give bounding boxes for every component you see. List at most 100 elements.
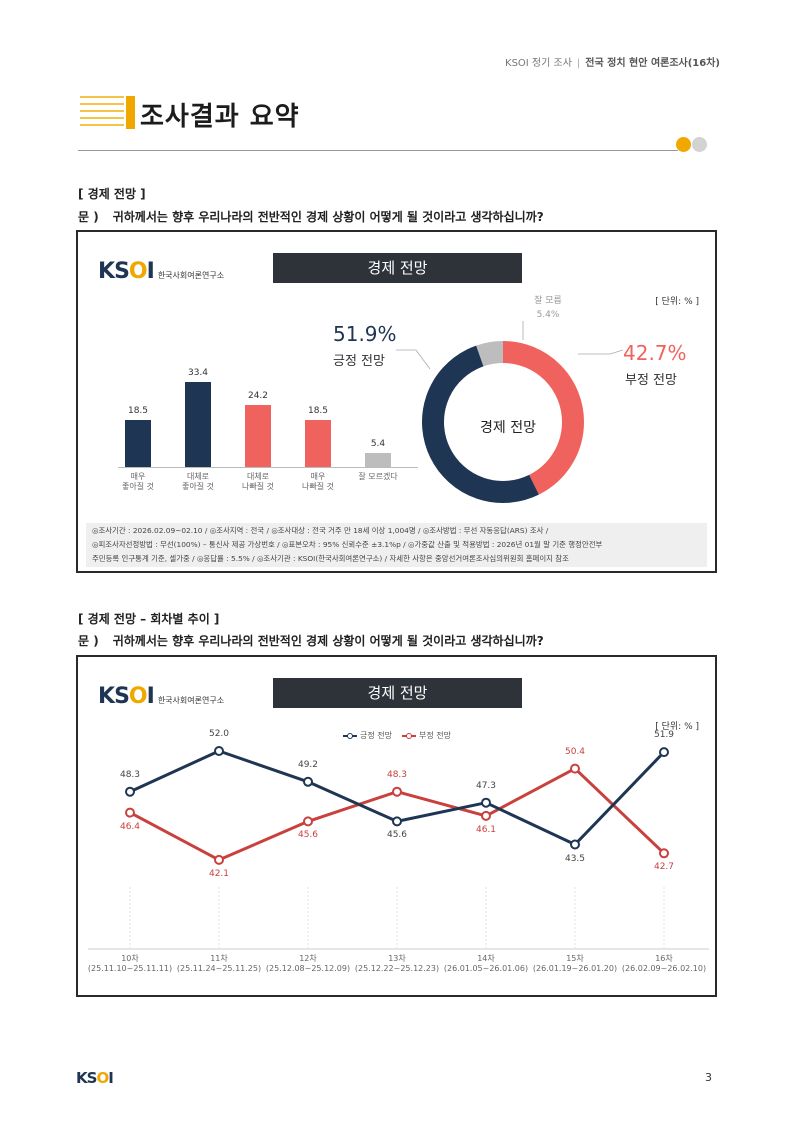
survey-methodology-note: ◎조사기간 : 2026.02.09~02.10 / ◎조사지역 : 전국 / … (86, 523, 707, 567)
donut-chart (422, 341, 584, 503)
bar-category-label: 대체로 좋아질 것 (182, 472, 214, 491)
bar-value-label: 24.2 (247, 391, 269, 402)
bar (185, 382, 211, 467)
page-title: 조사결과 요약 (140, 102, 300, 132)
dont-know-label: 잘 모름 5.4% (534, 296, 562, 320)
donut-center-label: 경제 전망 (480, 420, 536, 436)
series-point (214, 746, 224, 756)
logo-org-name: 한국사회여론연구소 (157, 271, 225, 280)
point-value-label: 42.1 (208, 868, 230, 879)
point-value-label: 46.4 (119, 821, 141, 832)
bar (365, 453, 391, 467)
donut-slice (422, 341, 584, 503)
logo-mark: KSOI (76, 1069, 114, 1087)
series-point (392, 786, 402, 797)
series-point (481, 797, 491, 808)
point-value-label: 50.4 (564, 746, 586, 757)
bar (245, 405, 271, 467)
bar-value-label: 5.4 (370, 439, 386, 450)
logo-mark: KSOI (98, 684, 155, 709)
unit-label: [ 단위: % ] (655, 722, 699, 732)
bar-value-label: 18.5 (307, 405, 329, 416)
question-text: 귀하께서는 향후 우리나라의 전반적인 경제 상황이 어떻게 될 것이라고 생각… (112, 634, 544, 648)
series-point (214, 854, 224, 865)
logo-org-name: 한국사회여론연구소 (157, 696, 225, 705)
leader-lines (396, 321, 624, 370)
positive-label: 긍정 전망 (333, 354, 385, 369)
point-value-label: 49.2 (297, 759, 319, 770)
negative-label: 부정 전망 (625, 373, 677, 388)
footer-logo: KSOI (76, 1069, 114, 1087)
series-point (303, 776, 313, 787)
point-value-label: 43.5 (564, 853, 586, 864)
gray-dot-icon (692, 137, 707, 152)
note-line: ◎피조사자선정방법 : 무선(100%) – 통신사 제공 가상번호 / ◎표본… (92, 540, 603, 549)
x-tick-label: 14차 (26.01.05~26.01.06) (443, 954, 529, 974)
panel-title: 경제 전망 (273, 253, 522, 283)
question-prefix: 문 ) (78, 210, 99, 224)
series-point (125, 786, 135, 797)
bar-axis (118, 467, 418, 468)
x-tick-label: 13차 (25.12.22~25.12.23) (354, 954, 440, 974)
header-separator: | (576, 58, 581, 69)
series-point (659, 848, 669, 859)
x-tick-label: 10차 (25.11.10~25.11.11) (87, 954, 173, 974)
bar-value-label: 18.5 (127, 405, 149, 416)
series-point (570, 763, 580, 774)
point-value-label: 45.6 (297, 830, 319, 841)
x-tick-label: 15차 (26.01.19~26.01.20) (532, 954, 618, 974)
page-header: KSOI 정기 조사 | 전국 정치 현안 여론조사(16차) (505, 54, 720, 69)
series-line (129, 767, 666, 862)
trend-legend: 긍정 전망 부정 전망 (343, 730, 461, 741)
series-point (392, 816, 402, 827)
bar-category-label: 대체로 나빠질 것 (242, 472, 274, 491)
point-value-label: 52.0 (208, 729, 230, 739)
point-value-label: 46.1 (475, 824, 497, 835)
note-line: 주민등록 인구통계 기준, 셀가중 / ◎응답률 : 5.5% / ◎조사기관 … (92, 554, 569, 563)
x-tick-label: 12차 (25.12.08~25.12.09) (265, 954, 351, 974)
bar-category-label: 매우 나빠질 것 (302, 472, 334, 491)
series-point (303, 816, 313, 827)
series-point (125, 807, 135, 818)
x-tick-label: 16차 (26.02.09~26.02.10) (621, 954, 707, 974)
economy-outlook-panel: KSOI 한국사회여론연구소 경제 전망 [ 단위: % ] 18.5 매우 좋아질… (76, 230, 717, 573)
panel-title: 경제 전망 (273, 678, 522, 708)
negative-percent: 42.7% (623, 341, 687, 365)
bar (125, 419, 151, 467)
bar (305, 419, 331, 467)
legend-item-positive: 긍정 전망 (343, 730, 392, 741)
x-tick-label: 11차 (25.11.24~25.11.25) (176, 954, 262, 974)
ksoi-logo: KSOI 한국사회여론연구소 (98, 684, 224, 709)
header-survey-type: KSOI 정기 조사 (505, 58, 572, 69)
section2-question: 문 ) 귀하께서는 향후 우리나라의 전반적인 경제 상황이 어떻게 될 것이라고… (78, 632, 544, 649)
bar-category-label: 매우 좋아질 것 (122, 472, 154, 491)
logo-mark: KSOI (98, 259, 155, 284)
section1-question: 문 ) 귀하께서는 향후 우리나라의 전반적인 경제 상황이 어떻게 될 것이라고… (78, 208, 544, 225)
point-value-label: 48.3 (386, 769, 408, 780)
trend-line-chart (88, 746, 709, 950)
bar-category-label: 잘 모르겠다 (358, 472, 398, 481)
header-survey-title: 전국 정치 현안 여론조사(16차) (585, 58, 720, 69)
unit-label: [ 단위: % ] (655, 297, 699, 307)
bar-value-label: 33.4 (187, 368, 209, 378)
series-point (481, 810, 491, 821)
question-text: 귀하께서는 향후 우리나라의 전반적인 경제 상황이 어떻게 될 것이라고 생각… (112, 210, 544, 224)
title-divider (78, 150, 678, 151)
point-value-label: 45.6 (386, 830, 408, 841)
note-line: ◎조사기간 : 2026.02.09~02.10 / ◎조사지역 : 전국 / … (92, 526, 549, 535)
section2-label: [ 경제 전망 – 회차별 추이 ] (78, 612, 220, 626)
legend-item-negative: 부정 전망 (401, 730, 451, 741)
positive-percent: 51.9% (333, 322, 397, 346)
accent-dot-icon (676, 137, 691, 152)
series-point (570, 839, 580, 850)
ksoi-logo: KSOI 한국사회여론연구소 (98, 259, 224, 284)
title-decoration (80, 96, 135, 129)
page-number: 3 (705, 1071, 712, 1084)
section1-label: [ 경제 전망 ] (78, 187, 146, 201)
series-point (659, 747, 669, 758)
point-value-label: 47.3 (475, 780, 497, 791)
economy-trend-panel: KSOI 한국사회여론연구소 경제 전망 [ 단위: % ] 긍정 전망 부정 … (76, 655, 717, 997)
point-value-label: 48.3 (119, 769, 141, 780)
question-prefix: 문 ) (78, 634, 99, 648)
point-value-label: 42.7 (653, 862, 675, 873)
